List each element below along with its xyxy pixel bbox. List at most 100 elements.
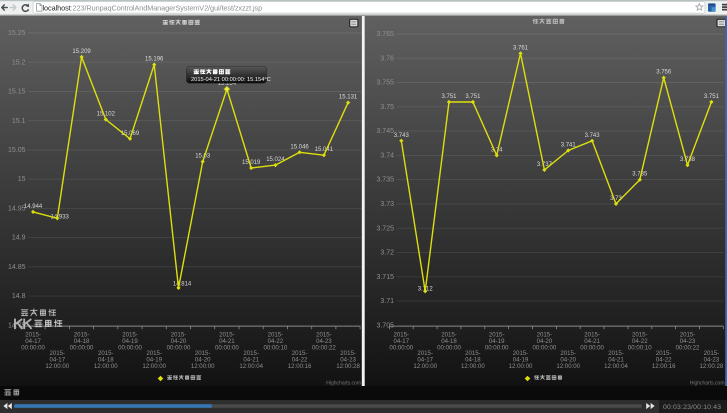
svg-text:2015-: 2015- (122, 331, 138, 338)
svg-text:12:00:00: 12:00:00 (94, 363, 118, 370)
svg-text:3.765: 3.765 (376, 31, 394, 38)
svg-text:04-18: 04-18 (98, 357, 114, 364)
svg-text:14.814: 14.814 (173, 282, 192, 288)
svg-text:04-18: 04-18 (465, 357, 481, 364)
svg-text:3.73: 3.73 (380, 201, 394, 208)
svg-text:3.756: 3.756 (656, 70, 672, 76)
svg-text:3.76: 3.76 (380, 55, 394, 62)
svg-text:3.743: 3.743 (394, 133, 410, 139)
svg-text:04-20: 04-20 (560, 357, 576, 364)
svg-text:localhost:223/RunpaqControlAnd: localhost:223/RunpaqControlAndManagerSys… (43, 4, 263, 13)
svg-text:14.933: 14.933 (51, 215, 70, 221)
svg-text:00:00:00: 00:00:00 (118, 344, 142, 351)
svg-text:15.154: 15.154 (218, 81, 237, 87)
svg-text:00:00:10: 00:00:10 (628, 344, 652, 351)
svg-text:Highcharts.com: Highcharts.com (690, 381, 725, 387)
svg-text:12:00:16: 12:00:16 (652, 363, 676, 370)
svg-text:3.737: 3.737 (537, 162, 553, 168)
svg-text:04-17: 04-17 (50, 357, 66, 364)
svg-text:2015-: 2015- (146, 350, 162, 357)
svg-text:15.209: 15.209 (72, 49, 91, 55)
svg-text:15.046: 15.046 (290, 144, 309, 150)
svg-text:04-19: 04-19 (513, 357, 529, 364)
svg-text:00:00:22: 00:00:22 (312, 344, 336, 351)
svg-text:12:00:28: 12:00:28 (336, 363, 360, 370)
svg-text:15.03: 15.03 (195, 154, 211, 160)
svg-text:12:00:00: 12:00:00 (461, 363, 485, 370)
svg-text:3.743: 3.743 (585, 133, 601, 139)
svg-text:04-23: 04-23 (680, 338, 696, 345)
svg-text:04-19: 04-19 (146, 357, 162, 364)
svg-text:04-20: 04-20 (537, 338, 553, 345)
svg-text:2015-: 2015- (268, 331, 284, 338)
svg-text:14.8: 14.8 (12, 293, 26, 300)
svg-text:2015-: 2015- (465, 350, 481, 357)
svg-text:2015-: 2015- (584, 331, 600, 338)
svg-text:2015-: 2015- (316, 331, 332, 338)
svg-text:3.738: 3.738 (680, 157, 696, 163)
svg-text:00:00:00: 00:00:00 (167, 344, 191, 351)
svg-text:04-17: 04-17 (417, 357, 433, 364)
svg-text:04-23: 04-23 (340, 357, 356, 364)
svg-text:3.75: 3.75 (380, 104, 394, 111)
svg-text:04-18: 04-18 (74, 338, 90, 345)
svg-text:04-17: 04-17 (25, 338, 41, 345)
svg-text:00:00:00: 00:00:00 (21, 344, 45, 351)
svg-text:3.725: 3.725 (376, 225, 394, 232)
svg-text:00:00:00: 00:00:00 (533, 344, 557, 351)
svg-text:14.95: 14.95 (8, 206, 26, 213)
svg-text:2015-: 2015- (394, 331, 410, 338)
svg-text:15.131: 15.131 (339, 95, 358, 101)
svg-text:2015-: 2015- (25, 331, 41, 338)
svg-text:2015-: 2015- (195, 350, 211, 357)
svg-text:14.944: 14.944 (24, 204, 43, 210)
svg-text:2015-: 2015- (704, 350, 720, 357)
svg-text:04-19: 04-19 (489, 338, 505, 345)
svg-text:2015-: 2015- (489, 331, 505, 338)
svg-text:2015-: 2015- (74, 331, 90, 338)
svg-text:15.102: 15.102 (97, 112, 116, 118)
svg-text:04-22: 04-22 (632, 338, 648, 345)
svg-text:04-23: 04-23 (704, 357, 720, 364)
svg-text:15.024: 15.024 (266, 157, 285, 163)
svg-text:2015-: 2015- (632, 331, 648, 338)
svg-text:12:00:00: 12:00:00 (45, 363, 69, 370)
svg-text:2015-: 2015- (537, 331, 553, 338)
svg-text:2015-: 2015- (656, 350, 672, 357)
svg-text:3.73: 3.73 (610, 196, 622, 202)
svg-text:2015-: 2015- (219, 331, 235, 338)
svg-text:2015-: 2015- (98, 350, 114, 357)
svg-text:12:00:00: 12:00:00 (556, 363, 580, 370)
svg-text:04-21: 04-21 (243, 357, 259, 364)
svg-text:3.74: 3.74 (491, 147, 503, 153)
svg-text:00:00:10: 00:00:10 (264, 344, 288, 351)
svg-text:12:00:04: 12:00:04 (239, 363, 263, 370)
svg-text:3.715: 3.715 (376, 274, 394, 281)
svg-text:3.735: 3.735 (376, 177, 394, 184)
svg-text:3.72: 3.72 (380, 250, 394, 257)
svg-text:00:00:00: 00:00:00 (70, 344, 94, 351)
svg-text:12:00:16: 12:00:16 (288, 363, 312, 370)
svg-text:04-18: 04-18 (441, 338, 457, 345)
svg-text:2015-: 2015- (560, 350, 576, 357)
svg-text:04-22: 04-22 (268, 338, 284, 345)
svg-text:15.069: 15.069 (121, 131, 140, 137)
svg-text:2015-: 2015- (50, 350, 66, 357)
svg-text:04-22: 04-22 (292, 357, 308, 364)
svg-text:3.735: 3.735 (632, 172, 648, 178)
svg-text:2015-04-21 00:00:00: 15.154°C: 2015-04-21 00:00:00: 15.154°C (191, 77, 271, 83)
svg-text:2015-: 2015- (243, 350, 259, 357)
svg-text:12:00:04: 12:00:04 (604, 363, 628, 370)
svg-text:00:00:00: 00:00:00 (580, 344, 604, 351)
svg-text:15.1: 15.1 (12, 118, 26, 125)
svg-text:3.751: 3.751 (465, 94, 481, 100)
svg-text:04-21: 04-21 (608, 357, 624, 364)
svg-text:2015-: 2015- (171, 331, 187, 338)
svg-text:15.2: 15.2 (12, 59, 26, 66)
svg-text:12:00:00: 12:00:00 (509, 363, 533, 370)
svg-text:3.751: 3.751 (704, 94, 720, 100)
svg-text:14.85: 14.85 (8, 264, 26, 271)
svg-text:12:00:00: 12:00:00 (413, 363, 437, 370)
svg-text:00:00:00: 00:00:00 (215, 344, 239, 351)
svg-text:3.745: 3.745 (376, 128, 394, 135)
